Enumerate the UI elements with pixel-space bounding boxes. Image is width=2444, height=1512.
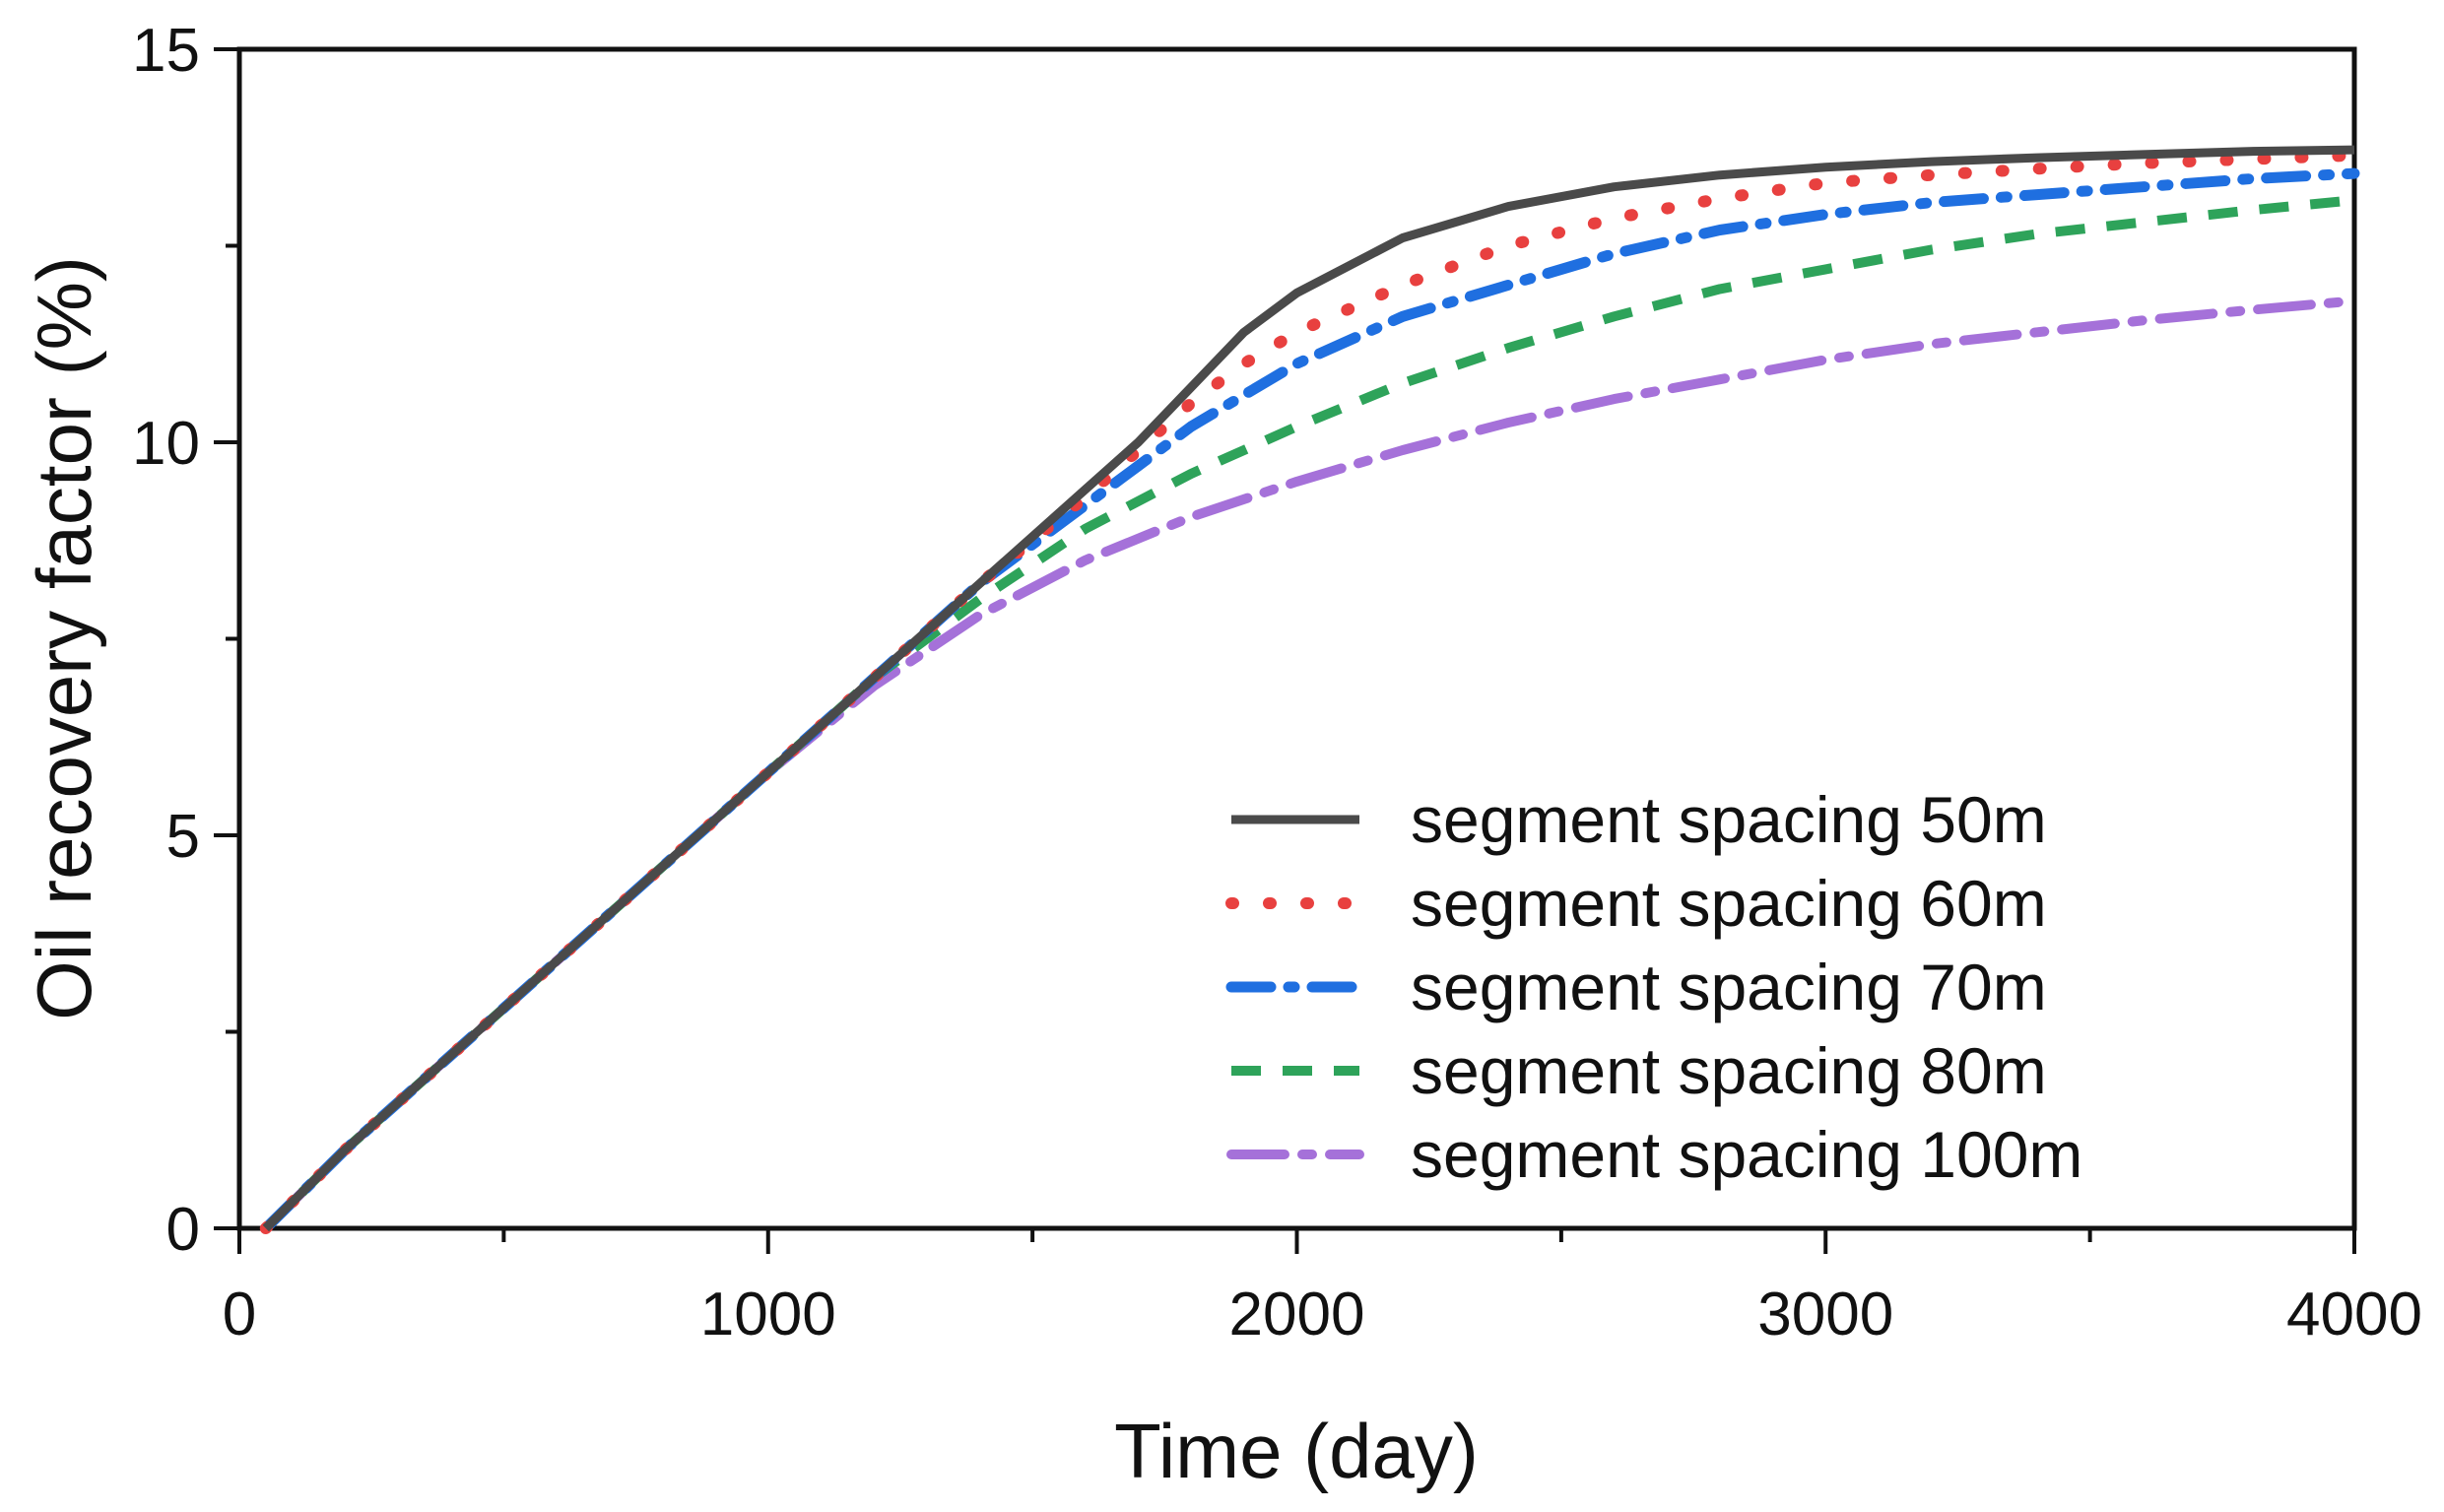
legend-label: segment spacing 50m [1411,783,2047,856]
x-tick-label: 2000 [1229,1281,1365,1348]
y-tick-label: 5 [166,803,200,871]
axes-layer: 0 1000 2000 3000 4000 0 5 10 15 [132,17,2422,1348]
legend-label: segment spacing 70m [1411,951,2047,1023]
series-layer [259,145,2360,1234]
legend-label: segment spacing 60m [1411,867,2047,940]
x-tick-label: 0 [223,1281,256,1348]
legend-label: segment spacing 100m [1411,1118,2082,1191]
x-tick-label: 1000 [700,1281,836,1348]
y-tick-label: 10 [132,410,200,478]
x-tick-label: 4000 [2286,1281,2422,1348]
legend-label: segment spacing 80m [1411,1034,2047,1107]
x-tick-label: 3000 [1757,1281,1893,1348]
legend: segment spacing 50m segment spacing 60m se… [1225,783,2082,1191]
y-tick-label: 15 [132,17,200,85]
y-tick-label: 0 [166,1196,200,1264]
x-axis-title: Time (day) [1114,1408,1479,1494]
y-axis-title: Oil recovery factor (%) [21,256,107,1020]
series-line [262,145,2355,1232]
